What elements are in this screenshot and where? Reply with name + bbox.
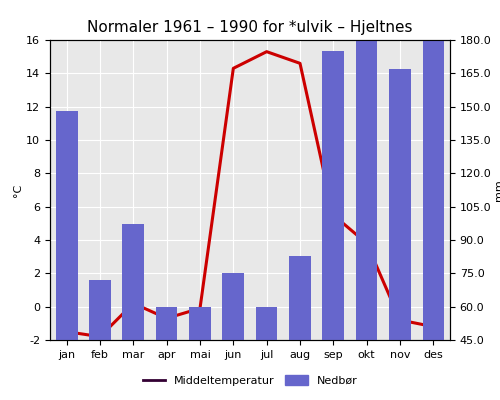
Y-axis label: °C: °C xyxy=(14,183,24,197)
Bar xyxy=(89,280,111,400)
Bar xyxy=(389,69,411,400)
Legend: Middeltemperatur, Nedbør: Middeltemperatur, Nedbør xyxy=(138,371,362,390)
Bar xyxy=(122,224,144,400)
Bar xyxy=(56,111,78,400)
Y-axis label: mm: mm xyxy=(494,179,500,201)
Bar xyxy=(156,307,178,400)
Title: Normaler 1961 – 1990 for *ulvik – Hjeltnes: Normaler 1961 – 1990 for *ulvik – Hjeltn… xyxy=(88,20,413,35)
Bar xyxy=(289,256,311,400)
Bar xyxy=(422,40,444,400)
Bar xyxy=(356,40,378,400)
Bar xyxy=(256,307,278,400)
Bar xyxy=(189,307,211,400)
Bar xyxy=(222,273,244,400)
Bar xyxy=(322,51,344,400)
